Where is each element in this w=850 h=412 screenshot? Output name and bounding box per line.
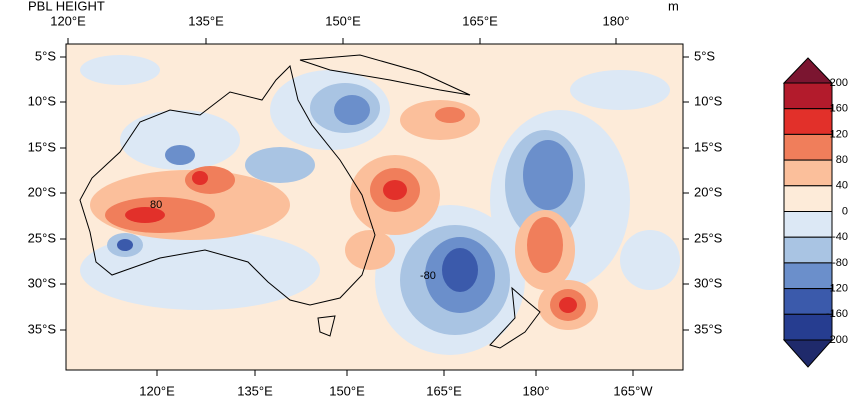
colorbar-label: -40 (832, 231, 848, 243)
colorbar-label: 160 (830, 103, 848, 115)
contour-label: -80 (420, 270, 436, 282)
axes: 120°E 135°E 150°E 165°E 180° 120°E 135°E 150°E 1… (28, 13, 723, 398)
colorbar-label: 200 (830, 77, 848, 89)
right-tick-label: 20°S (694, 184, 723, 199)
colorbar-swatch (783, 133, 833, 161)
right-tick-label: 5°S (694, 48, 715, 63)
colorbar-swatch (783, 185, 833, 213)
colorbar-swatch (783, 313, 833, 341)
colorbar-label: 80 (836, 154, 848, 166)
colorbar-swatch (783, 82, 833, 110)
colorbar-label: -200 (826, 334, 848, 346)
map-field (66, 44, 683, 370)
bottom-tick-label: 165°W (613, 383, 653, 398)
colorbar-swatch (783, 288, 833, 315)
colorbar-label: 0 (842, 205, 848, 217)
right-tick-label: 30°S (694, 275, 723, 290)
left-tick-label: 35°S (28, 321, 57, 336)
colorbar-label: -120 (826, 283, 848, 295)
colorbar-label: 40 (836, 180, 848, 192)
bottom-tick-label: 180° (523, 383, 550, 398)
colorbar-label: 120 (830, 128, 848, 140)
bottom-tick-label: 135°E (237, 383, 273, 398)
colorbar-swatch (783, 262, 833, 290)
colorbar-cap (782, 339, 834, 368)
left-tick-label: 30°S (28, 275, 57, 290)
bottom-tick-label: 150°E (329, 383, 365, 398)
top-tick-label: 120°E (50, 13, 86, 28)
contour-label: 80 (150, 199, 162, 211)
colorbar-swatch (783, 236, 833, 264)
colorbar-label: -160 (826, 308, 848, 320)
bottom-tick-label: 120°E (139, 383, 175, 398)
colorbar-label: -80 (832, 257, 848, 269)
right-tick-label: 35°S (694, 321, 723, 336)
top-tick-label: 150°E (325, 13, 361, 28)
map-frame (65, 43, 684, 371)
top-tick-label: 180° (603, 13, 630, 28)
left-tick-label: 5°S (35, 48, 56, 63)
right-tick-label: 10°S (694, 93, 723, 108)
right-tick-label: 15°S (694, 139, 723, 154)
left-tick-label: 25°S (28, 230, 57, 245)
colorbar-swatch (783, 108, 833, 135)
right-tick-label: 25°S (694, 230, 723, 245)
bottom-tick-label: 165°E (426, 383, 462, 398)
colorbar-swatch (783, 159, 833, 187)
left-tick-label: 20°S (28, 184, 57, 199)
map-title: PBL HEIGHT (28, 0, 105, 13)
top-tick-label: 165°E (462, 13, 498, 28)
top-tick-label: 135°E (188, 13, 224, 28)
left-tick-label: 15°S (28, 139, 57, 154)
left-tick-label: 10°S (28, 93, 57, 108)
units-label: m (668, 0, 679, 13)
colorbar-cap (782, 57, 834, 84)
colorbar: 200 160 120 80 40 0 -40 -80 -120 -160 -200 (782, 57, 848, 368)
colorbar-swatch (783, 211, 833, 238)
